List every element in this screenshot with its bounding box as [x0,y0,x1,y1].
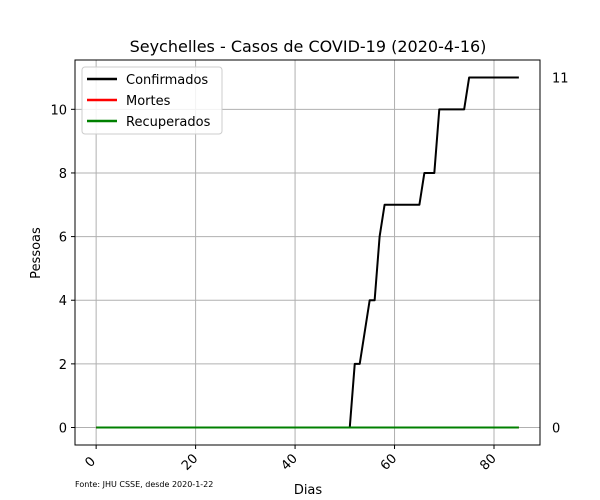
chart-title: Seychelles - Casos de COVID-19 (2020-4-1… [130,37,487,56]
y-tick-label: 0 [59,422,67,437]
end-value-label: 0 [552,422,560,437]
y-tick-label: 2 [59,358,67,373]
y-axis-label: Pessoas [29,227,44,279]
axis-ticks: 0 20 40 60 80 0 2 4 6 8 10 [50,103,499,473]
x-axis-label: Dias [294,483,323,498]
series-layer [96,76,519,429]
y-tick-label: 8 [59,167,67,182]
x-tick-label: 40 [278,451,300,473]
legend-item-mortes: Mortes [87,94,171,109]
legend-box [81,66,223,135]
series-line-confirmados [96,76,519,429]
legend-label: Mortes [126,94,171,109]
legend-item-recuperados: Recuperados [87,115,211,130]
legend-label: Recuperados [126,115,211,130]
end-value-label: 11 [552,72,569,87]
y-tick-label: 10 [50,103,67,118]
y-tick-label: 4 [59,294,67,309]
end-value-labels: 11 0 [552,72,569,437]
x-tick-label: 80 [477,451,499,473]
legend-item-confirmados: Confirmados [87,73,208,88]
legend-label: Confirmados [126,73,208,88]
x-tick-label: 0 [82,454,98,470]
x-tick-label: 20 [179,451,201,473]
y-tick-label: 6 [59,231,67,246]
source-note: Fonte: JHU CSSE, desde 2020-1-22 [75,480,213,489]
legend: Confirmados Mortes Recuperados [81,66,223,135]
plot-frame [74,59,541,446]
x-tick-label: 60 [378,451,400,473]
